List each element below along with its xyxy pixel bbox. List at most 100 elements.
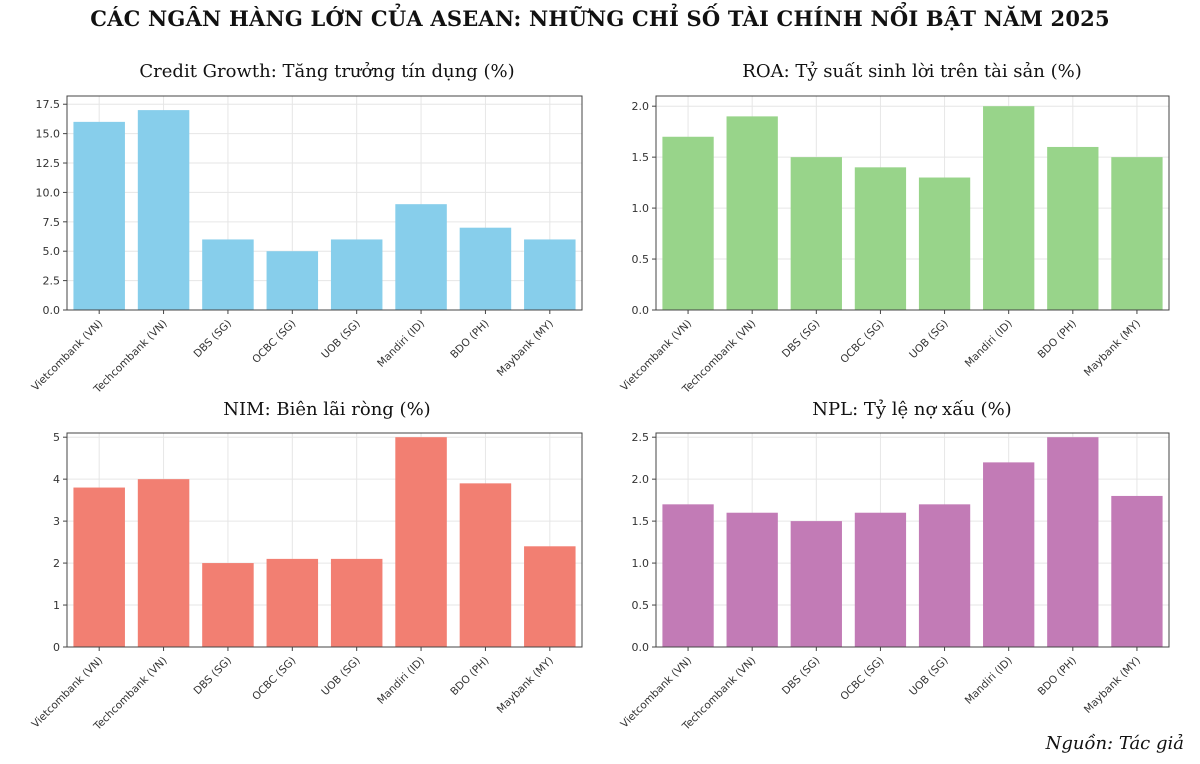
bar-dbs-sg (202, 563, 254, 647)
bar-vietcombank-vn (73, 121, 125, 310)
x-tick-label: Vietcombank (VN) (29, 655, 105, 731)
y-tick-label: 3 (53, 515, 60, 528)
bar-ocbc-sg (266, 251, 319, 310)
y-tick-label: 2.5 (43, 275, 61, 288)
x-tick-label: Maybank (MY) (495, 318, 556, 379)
x-tick-label: Mandiri (ID) (963, 655, 1015, 707)
bar-maybank-my (524, 239, 576, 310)
bar-dbs-sg (790, 157, 842, 310)
x-tick-label: UOB (SG) (907, 318, 950, 361)
y-tick-label: 5.0 (43, 245, 61, 258)
y-tick-label: 10.0 (36, 186, 61, 199)
x-tick-label: UOB (SG) (907, 655, 950, 698)
plot-frame (655, 95, 1170, 311)
x-tick-label: BDO (PH) (1036, 318, 1079, 361)
bar-dbs-sg (202, 239, 254, 310)
y-tick-label: 0.5 (632, 599, 650, 612)
x-tick-label: Vietcombank (VN) (29, 318, 105, 394)
x-tick-label: Mandiri (ID) (375, 655, 427, 707)
y-tick-label: 12.5 (36, 157, 61, 170)
x-tick-label: OCBC (SG) (838, 655, 886, 703)
bar-uob-sg (330, 239, 383, 310)
bar-mandiri-id (983, 462, 1035, 647)
bar-mandiri-id (395, 437, 447, 647)
y-tick-label: 17.5 (36, 98, 61, 111)
bar-mandiri-id (983, 106, 1035, 310)
bar-techcombank-vn (137, 110, 190, 310)
bar-bdo-ph (459, 227, 512, 310)
bar-maybank-my (524, 546, 576, 647)
y-tick-label: 0.5 (632, 253, 650, 266)
y-tick-label: 1.5 (632, 151, 650, 164)
chart-title: ROA: Tỷ suất sinh lời trên tài sản (%) (742, 61, 1081, 82)
bar-ocbc-sg (266, 558, 319, 647)
x-tick-label: UOB (SG) (319, 655, 362, 698)
bar-maybank-my (1111, 495, 1163, 647)
y-tick-label: 0.0 (632, 641, 650, 654)
bar-dbs-sg (790, 521, 842, 647)
x-tick-label: Maybank (MY) (495, 655, 556, 716)
y-tick-label: 0.0 (43, 304, 61, 317)
x-tick-label: DBS (SG) (192, 318, 235, 361)
plot-frame (66, 95, 583, 311)
bar-uob-sg (330, 558, 383, 647)
y-tick-label: 2 (53, 557, 60, 570)
x-tick-label: BDO (PH) (1036, 655, 1079, 698)
x-tick-label: DBS (SG) (192, 655, 235, 698)
bar-vietcombank-vn (73, 487, 125, 647)
bar-ocbc-sg (854, 512, 907, 647)
bar-techcombank-vn (137, 479, 190, 647)
bar-vietcombank-vn (662, 504, 714, 647)
x-tick-label: Vietcombank (VN) (618, 655, 694, 731)
bar-uob-sg (918, 504, 971, 647)
x-tick-label: Techcombank (VN) (680, 318, 759, 397)
bar-ocbc-sg (854, 167, 907, 310)
chart-panel-3: NIM: Biên lãi ròng (%) 0 1 2 3 4 5 Vietcombank … (29, 399, 583, 734)
y-tick-label: 0.0 (632, 304, 650, 317)
x-tick-label: Techcombank (VN) (91, 318, 170, 397)
chart-panel-1: Credit Growth: Tăng trưởng tín dụng (%) 0… (29, 61, 583, 397)
bar-techcombank-vn (726, 512, 778, 647)
y-tick-label: 2.0 (632, 100, 650, 113)
bar-bdo-ph (1047, 146, 1099, 310)
x-tick-label: Techcombank (VN) (680, 655, 759, 734)
chart-title: NPL: Tỷ lệ nợ xấu (%) (812, 399, 1011, 420)
x-tick-label: OCBC (SG) (250, 655, 298, 703)
bar-maybank-my (1111, 157, 1163, 310)
y-tick-label: 0 (53, 641, 60, 654)
bar-bdo-ph (1047, 437, 1099, 647)
x-tick-label: OCBC (SG) (838, 318, 886, 366)
y-tick-label: 4 (53, 473, 60, 486)
y-tick-label: 1.5 (632, 515, 650, 528)
y-tick-label: 15.0 (36, 128, 61, 141)
chart-title: Credit Growth: Tăng trưởng tín dụng (%) (139, 61, 514, 82)
x-tick-label: OCBC (SG) (250, 318, 298, 366)
y-tick-label: 5 (53, 431, 60, 444)
y-tick-label: 2.5 (632, 431, 650, 444)
x-tick-label: Vietcombank (VN) (618, 318, 694, 394)
y-tick-label: 1.0 (632, 202, 650, 215)
x-tick-label: DBS (SG) (780, 655, 823, 698)
bar-uob-sg (918, 177, 971, 310)
x-tick-label: BDO (PH) (448, 318, 491, 361)
bar-vietcombank-vn (662, 136, 714, 310)
chart-panel-2: ROA: Tỷ suất sinh lời trên tài sản (%) 0.… (618, 61, 1170, 397)
y-tick-label: 1 (53, 599, 60, 612)
x-tick-label: Maybank (MY) (1082, 318, 1143, 379)
x-tick-label: DBS (SG) (780, 318, 823, 361)
x-tick-label: UOB (SG) (319, 318, 362, 361)
source-note: Nguồn: Tác giả (1045, 733, 1184, 754)
chart-title: NIM: Biên lãi ròng (%) (223, 399, 430, 420)
plot-frame (66, 432, 583, 648)
x-tick-label: Mandiri (ID) (375, 318, 427, 370)
plot-frame (655, 432, 1170, 648)
chart-panel-4: NPL: Tỷ lệ nợ xấu (%) 0.0 0.5 1.0 1.5 2.0 2.5 V… (618, 399, 1170, 734)
x-tick-label: Techcombank (VN) (91, 655, 170, 734)
bar-bdo-ph (459, 483, 512, 647)
x-tick-label: BDO (PH) (448, 655, 491, 698)
y-tick-label: 1.0 (632, 557, 650, 570)
page-title: CÁC NGÂN HÀNG LỚN CỦA ASEAN: NHỮNG CHỈ S… (90, 6, 1110, 31)
x-tick-label: Maybank (MY) (1082, 655, 1143, 716)
bar-techcombank-vn (726, 116, 778, 310)
